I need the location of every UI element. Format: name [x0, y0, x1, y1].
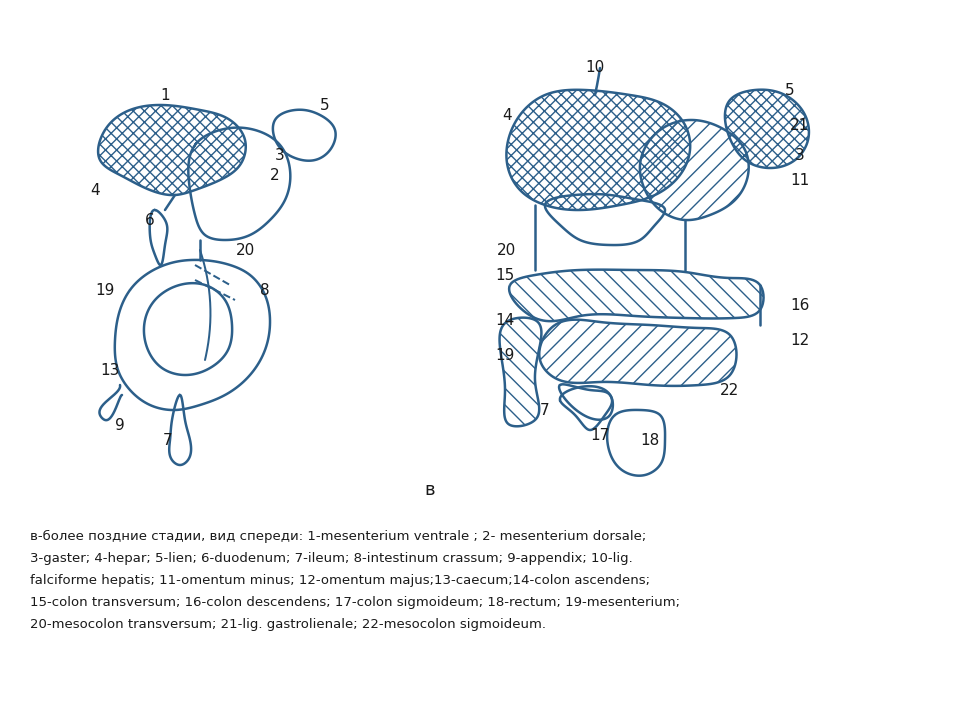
Text: 10: 10: [586, 60, 605, 75]
Text: falciforme hepatis; 11-omentum minus; 12-omentum majus;13-caecum;14-colon ascend: falciforme hepatis; 11-omentum minus; 12…: [30, 574, 650, 587]
Text: 20-mesocolon transversum; 21-lig. gastrolienale; 22-mesocolon sigmoideum.: 20-mesocolon transversum; 21-lig. gastro…: [30, 618, 546, 631]
Text: 1: 1: [160, 88, 170, 103]
Text: 12: 12: [790, 333, 809, 348]
Text: 16: 16: [790, 298, 809, 313]
Text: в: в: [424, 481, 435, 499]
Text: 13: 13: [100, 363, 120, 378]
Text: 20: 20: [235, 243, 254, 258]
Text: 15: 15: [495, 268, 515, 283]
Text: 22: 22: [720, 383, 739, 398]
Text: 3: 3: [795, 148, 804, 163]
Text: 17: 17: [590, 428, 610, 443]
Text: 4: 4: [90, 183, 100, 198]
Text: 3-gaster; 4-hepar; 5-lien; 6-duodenum; 7-ileum; 8-intestinum crassum; 9-appendix: 3-gaster; 4-hepar; 5-lien; 6-duodenum; 7…: [30, 552, 633, 565]
Text: 19: 19: [495, 348, 515, 363]
Text: 4: 4: [502, 108, 512, 123]
Text: 9: 9: [115, 418, 125, 433]
Text: в-более поздние стадии, вид спереди: 1-mesenterium ventrale ; 2- mesenterium dor: в-более поздние стадии, вид спереди: 1-m…: [30, 530, 646, 543]
Text: 18: 18: [640, 433, 660, 448]
Text: 5: 5: [785, 83, 795, 98]
Text: 7: 7: [540, 403, 550, 418]
Text: 6: 6: [145, 213, 155, 228]
Text: 21: 21: [790, 118, 809, 133]
Text: 11: 11: [790, 173, 809, 188]
Text: 8: 8: [260, 283, 270, 298]
Text: 2: 2: [270, 168, 279, 183]
Text: 14: 14: [495, 313, 515, 328]
Text: 15-colon transversum; 16-colon descendens; 17-colon sigmoideum; 18-rectum; 19-me: 15-colon transversum; 16-colon descenden…: [30, 596, 680, 609]
Text: 19: 19: [95, 283, 114, 298]
Text: 20: 20: [497, 243, 516, 258]
Text: 7: 7: [163, 433, 173, 448]
Text: 3: 3: [276, 148, 285, 163]
Text: 5: 5: [321, 98, 330, 113]
